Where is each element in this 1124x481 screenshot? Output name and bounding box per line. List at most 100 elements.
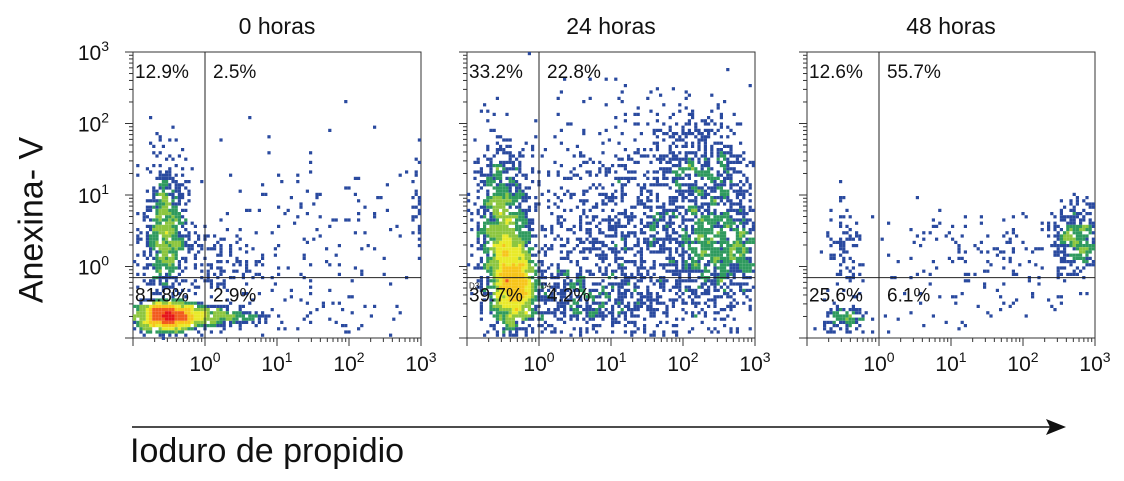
event-cell <box>515 244 519 248</box>
event-cell <box>591 282 595 286</box>
event-cell <box>735 263 739 267</box>
event-cell <box>864 311 868 315</box>
event-cell <box>681 244 685 248</box>
event-cell <box>691 157 695 161</box>
event-cell <box>700 228 704 232</box>
event-cell <box>835 304 839 308</box>
event-cell <box>521 250 525 254</box>
event-cell <box>168 231 172 235</box>
event-cell <box>751 160 755 164</box>
event-cell <box>540 154 544 158</box>
event-cell <box>540 224 544 228</box>
event-cell <box>659 160 663 164</box>
event-cell <box>505 199 509 203</box>
event-cell <box>703 234 707 238</box>
event-cell <box>277 327 281 331</box>
event-cell <box>572 173 576 177</box>
event-cell <box>662 228 666 232</box>
event-cell <box>983 282 987 286</box>
event-cell <box>839 199 843 203</box>
event-cell <box>1063 253 1067 257</box>
event-cell <box>591 183 595 187</box>
event-cell <box>168 317 172 321</box>
event-cell <box>511 180 515 184</box>
event-cell <box>623 112 627 116</box>
event-cell <box>957 327 961 331</box>
event-cell <box>174 224 178 228</box>
event-cell <box>726 167 730 171</box>
event-cell <box>543 327 547 331</box>
event-cell <box>575 304 579 308</box>
event-cell <box>585 231 589 235</box>
tick-base: 10 <box>189 353 212 376</box>
event-cell <box>385 183 389 187</box>
event-cell <box>652 266 656 270</box>
event-cell <box>171 205 175 209</box>
event-cell <box>155 231 159 235</box>
event-cell <box>184 208 188 212</box>
event-cell <box>505 327 509 331</box>
event-cell <box>659 237 663 241</box>
event-cell <box>155 260 159 264</box>
event-cell <box>145 308 149 312</box>
event-cell <box>729 250 733 254</box>
tick-exponent: 2 <box>691 349 699 365</box>
event-cell <box>139 301 143 305</box>
event-cell <box>550 224 554 228</box>
event-cell <box>177 330 181 334</box>
event-cell <box>915 234 919 238</box>
event-cell <box>489 160 493 164</box>
event-cell <box>184 327 188 331</box>
event-cell <box>681 263 685 267</box>
event-cell <box>190 167 194 171</box>
event-cell <box>842 317 846 321</box>
event-cell <box>739 180 743 184</box>
event-cell <box>716 256 720 260</box>
event-cell <box>707 215 711 219</box>
event-cell <box>735 234 739 238</box>
event-cell <box>735 247 739 251</box>
event-cell <box>145 215 149 219</box>
event-cell <box>515 205 519 209</box>
event-cell <box>1072 224 1076 228</box>
event-cell <box>579 333 583 337</box>
event-cell <box>165 253 169 257</box>
event-cell <box>639 231 643 235</box>
event-cell <box>633 151 637 155</box>
event-cell <box>582 202 586 206</box>
event-cell <box>184 228 188 232</box>
event-cell <box>502 298 506 302</box>
event-cell <box>707 128 711 132</box>
event-cell <box>158 304 162 308</box>
event-cell <box>302 317 306 321</box>
event-cell <box>174 180 178 184</box>
event-cell <box>739 205 743 209</box>
event-cell <box>726 151 730 155</box>
event-cell <box>521 208 525 212</box>
event-cell <box>681 234 685 238</box>
event-cell <box>483 333 487 337</box>
event-cell <box>614 260 618 264</box>
event-cell <box>713 266 717 270</box>
event-cell <box>518 170 522 174</box>
x-tick-label: 102 <box>667 349 698 376</box>
event-cell <box>152 151 156 155</box>
event-cell <box>729 144 733 148</box>
event-cell <box>152 144 156 148</box>
event-cell <box>617 96 621 100</box>
event-cell <box>190 244 194 248</box>
event-cell <box>582 212 586 216</box>
event-cell <box>659 128 663 132</box>
event-cell <box>1024 215 1028 219</box>
event-cell <box>694 202 698 206</box>
event-cell <box>171 253 175 257</box>
event-cell <box>219 138 223 142</box>
event-cell <box>1072 256 1076 260</box>
event-cell <box>1079 212 1083 216</box>
event-cell <box>745 260 749 264</box>
event-cell <box>1069 202 1073 206</box>
event-cell <box>839 247 843 251</box>
event-cell <box>187 250 191 254</box>
event-cell <box>527 205 531 209</box>
event-cell <box>591 311 595 315</box>
